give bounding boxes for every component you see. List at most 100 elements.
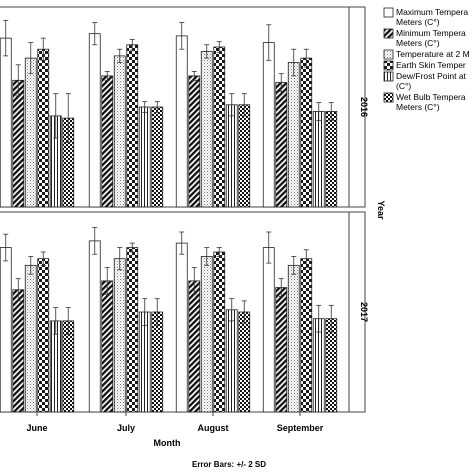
x-tick-label-august: August [198,423,229,433]
bar-2016-july-s1 [88,33,101,208]
error-bar-2017-june-s1 [3,233,9,262]
error-bar-2016-june-s5 [53,93,59,139]
bar-2016-august-s6 [238,104,251,208]
bar-2017-september-s3 [287,264,300,413]
error-bar-2016-june-s6 [65,93,71,143]
facet-axis-label: Year [376,200,386,220]
error-bar-2017-august-s2 [191,267,197,295]
panel-label-2016: 2016 [359,97,369,117]
error-bar-2017-july-s5 [142,298,148,326]
error-bar-2016-june-s3 [28,42,34,75]
bar-2016-august-s4 [213,46,226,208]
error-bar-2017-august-s3 [204,247,210,266]
error-bar-2016-august-s2 [191,71,197,81]
error-bar-2017-july-s6 [154,298,160,326]
bar-2016-september-s2 [275,82,288,208]
legend-entry-4: Earth Skin Temper [383,60,466,71]
error-bar-2017-july-s1 [92,227,98,255]
error-bar-2016-september-s1 [266,24,272,61]
legend-entry-3: Temperature at 2 M [383,49,470,60]
error-bar-2016-august-s5 [229,93,235,117]
bar-2017-september-s4 [300,258,313,413]
error-bar-2017-june-s3 [28,256,34,275]
bar-2016-july-s6 [151,106,164,208]
error-bar-2016-june-s1 [3,19,9,57]
legend-label: Earth Skin Temper [396,60,466,70]
bar-2017-august-s1 [175,242,188,413]
bar-2016-september-s6 [325,111,338,208]
error-bar-2017-september-s5 [316,304,322,333]
error-bar-2017-august-s5 [229,298,235,322]
bar-2017-august-s2 [188,280,201,413]
bar-2017-august-s4 [213,251,226,413]
bar-2017-august-s6 [238,311,251,413]
error-bar-2016-june-s4 [40,37,46,61]
legend-label: Dew/Frost Point at [396,71,467,81]
error-bar-2017-august-s1 [179,231,185,255]
panel-strip-2016 [348,6,366,208]
legend-label: Maximum Tempera [396,7,468,17]
legend-label: Meters (C°) [396,102,440,112]
legend-label: Temperature at 2 M [396,49,470,59]
legend-label: Minimum Tempera [396,28,466,38]
bar-2017-september-s1 [262,247,275,413]
error-bar-2017-september-s2 [278,278,284,297]
legend-swatch [383,71,394,82]
panel-strip-2017 [348,211,366,413]
error-bar-2017-july-s2 [104,267,110,295]
bar-2017-june-s4 [37,258,50,413]
bar-2017-september-s6 [325,318,338,413]
error-bar-2017-august-s4 [216,247,222,257]
bar-2016-august-s5 [225,104,238,208]
bar-2016-june-s1 [0,37,12,208]
legend-swatch [383,49,394,60]
error-bar-2017-june-s6 [65,307,71,335]
error-bar-2016-august-s6 [241,93,247,117]
legend-label: Meters (C°) [396,38,440,48]
legend-label: Wet Bulb Tempera [396,92,466,102]
legend-swatch [383,7,394,18]
error-bar-2017-september-s6 [328,304,334,333]
bar-2016-august-s2 [188,75,201,208]
error-bar-2016-september-s3 [291,48,297,77]
bar-2017-september-s2 [275,287,288,413]
x-tick-label-september: September [277,423,324,433]
legend-label: Meters (C°) [396,17,440,27]
error-bar-2016-august-s4 [216,41,222,53]
bar-2017-july-s2 [101,280,114,413]
bar-2016-august-s3 [200,51,213,208]
error-bar-2016-september-s2 [278,73,284,92]
bar-2017-june-s1 [0,247,12,413]
legend-swatch [383,60,394,71]
error-bar-2017-september-s3 [291,256,297,275]
bar-2016-july-s4 [126,44,139,208]
bar-2016-july-s5 [138,106,151,208]
bar-2016-july-s2 [101,75,114,208]
x-axis-title: Month [154,438,181,448]
error-bar-2016-august-s1 [179,22,185,50]
bar-2017-june-s2 [12,289,25,413]
error-bar-2016-july-s4 [129,39,135,51]
error-bar-2017-july-s4 [129,242,135,253]
error-bar-2016-august-s3 [204,44,210,59]
bar-2017-september-s5 [312,318,325,413]
error-bar-2016-july-s2 [104,71,110,81]
bar-2017-august-s3 [200,256,213,413]
bar-2016-september-s4 [300,57,313,208]
error-bar-2017-june-s5 [53,307,59,335]
bar-2017-july-s6 [151,311,164,413]
bar-2017-july-s3 [113,258,126,413]
panel-label-2017: 2017 [359,302,369,322]
error-bar-2017-june-s4 [40,251,46,266]
error-bar-2017-june-s2 [15,278,21,302]
error-bar-2016-june-s2 [15,64,21,97]
bar-2016-september-s5 [312,111,325,208]
bar-2016-september-s1 [262,42,275,208]
bar-2016-june-s4 [37,48,50,208]
bar-2017-august-s5 [225,309,238,413]
bar-2016-june-s2 [12,79,25,208]
